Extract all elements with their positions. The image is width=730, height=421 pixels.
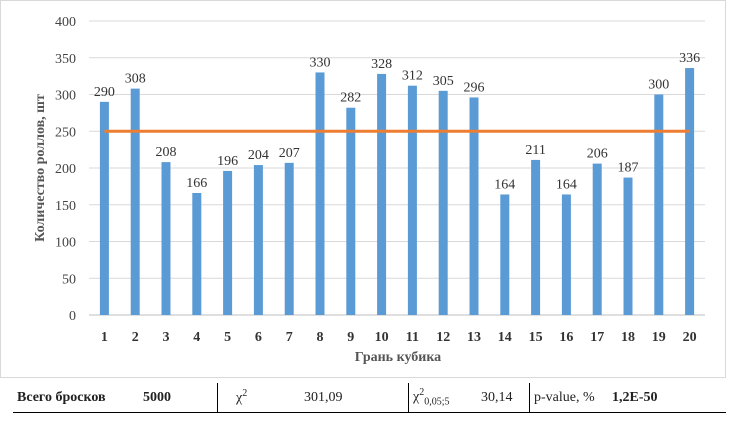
bar xyxy=(130,88,140,316)
x-tick-label: 15 xyxy=(529,330,543,345)
y-axis-title: Количество роллов, шт xyxy=(33,94,48,242)
data-label: 211 xyxy=(525,143,545,158)
y-tick-label: 0 xyxy=(69,309,76,324)
x-tick-label: 19 xyxy=(652,330,666,345)
bars xyxy=(99,68,695,316)
x-tick-label: 8 xyxy=(317,330,324,345)
data-label: 305 xyxy=(433,74,454,89)
x-tick-label: 20 xyxy=(683,330,697,345)
data-label: 328 xyxy=(371,57,392,72)
bar xyxy=(500,194,510,315)
y-tick-label: 200 xyxy=(55,162,76,177)
x-tick-label: 1 xyxy=(101,330,108,345)
y-tick-label: 300 xyxy=(55,89,76,104)
chart-area: 0 50 100 150 200 250 300 350 400 290 308 208 166 196… xyxy=(0,0,726,378)
total-throws-value: 5000 xyxy=(139,383,218,413)
data-label: 207 xyxy=(279,146,300,161)
critical-chi-value: 30,14 xyxy=(477,383,530,413)
x-tick-label: 7 xyxy=(286,330,293,345)
bar xyxy=(315,72,325,315)
data-label: 312 xyxy=(402,69,423,84)
y-tick-label: 150 xyxy=(55,199,76,214)
data-label: 296 xyxy=(464,80,485,95)
x-tick-label: 6 xyxy=(255,330,262,345)
critical-chi-label: χ20,05;5 xyxy=(408,383,477,413)
data-label: 164 xyxy=(556,177,577,192)
y-tick-label: 400 xyxy=(55,15,76,30)
bar xyxy=(592,163,602,315)
x-tick-label: 13 xyxy=(467,330,481,345)
x-axis-title: Грань кубика xyxy=(355,350,441,365)
p-value-label: p-value, % xyxy=(529,383,608,413)
x-tick-label: 3 xyxy=(163,330,170,345)
x-tick-label: 4 xyxy=(193,330,200,345)
data-label: 300 xyxy=(648,78,669,93)
stats-table: Всего бросков 5000 χ2 301,09 χ20,05;5 30… xyxy=(13,383,726,413)
data-label: 282 xyxy=(340,91,361,106)
x-tick-label: 9 xyxy=(347,330,354,345)
bar xyxy=(438,90,448,315)
data-label: 208 xyxy=(156,145,177,160)
chi-square-label: χ2 xyxy=(217,383,300,413)
data-label: 196 xyxy=(217,154,238,169)
grid-lines xyxy=(89,20,705,316)
total-throws-label: Всего бросков xyxy=(13,383,139,413)
data-label: 204 xyxy=(248,148,269,163)
data-label: 330 xyxy=(310,55,331,70)
data-labels: 290 308 208 166 196 204 207 330 282 328 312 305 296 1… xyxy=(94,51,700,192)
x-tick-label: 14 xyxy=(498,330,512,345)
data-label: 336 xyxy=(679,51,700,66)
x-axis-ticks: 1 2 3 4 5 6 7 8 9 10 11 12 13 14 15 16 17 18 19 20 xyxy=(101,330,697,345)
bar xyxy=(407,85,417,316)
data-label: 187 xyxy=(618,161,639,176)
data-label: 166 xyxy=(186,176,207,191)
bar xyxy=(685,68,695,315)
y-axis-ticks: 0 50 100 150 200 250 300 350 400 xyxy=(55,15,76,324)
y-tick-label: 350 xyxy=(55,52,76,67)
data-label: 308 xyxy=(125,72,146,87)
bar xyxy=(346,107,356,315)
bar xyxy=(654,94,664,315)
x-tick-label: 5 xyxy=(224,330,231,345)
y-tick-label: 100 xyxy=(55,236,76,251)
bar xyxy=(561,194,571,315)
x-tick-label: 12 xyxy=(436,330,450,345)
y-tick-label: 50 xyxy=(62,272,76,287)
data-label: 290 xyxy=(94,85,115,100)
bar xyxy=(161,162,171,315)
x-tick-label: 18 xyxy=(621,330,635,345)
bar xyxy=(223,170,233,315)
bar xyxy=(469,97,479,315)
x-tick-label: 16 xyxy=(559,330,573,345)
x-tick-label: 10 xyxy=(375,330,389,345)
bar xyxy=(253,165,263,315)
x-tick-label: 11 xyxy=(406,330,419,345)
p-value-value: 1,2E-50 xyxy=(608,383,726,413)
bar xyxy=(192,192,202,315)
stats-row: Всего бросков 5000 χ2 301,09 χ20,05;5 30… xyxy=(13,383,726,413)
data-label: 164 xyxy=(494,177,515,192)
chi-square-value: 301,09 xyxy=(300,383,409,413)
bar xyxy=(99,101,109,315)
bar xyxy=(623,177,633,315)
data-label: 206 xyxy=(587,147,608,162)
bar xyxy=(531,159,541,315)
y-tick-label: 250 xyxy=(55,125,76,140)
bar xyxy=(284,162,294,315)
x-tick-label: 17 xyxy=(590,330,604,345)
bar xyxy=(377,73,387,315)
x-tick-label: 2 xyxy=(132,330,139,345)
